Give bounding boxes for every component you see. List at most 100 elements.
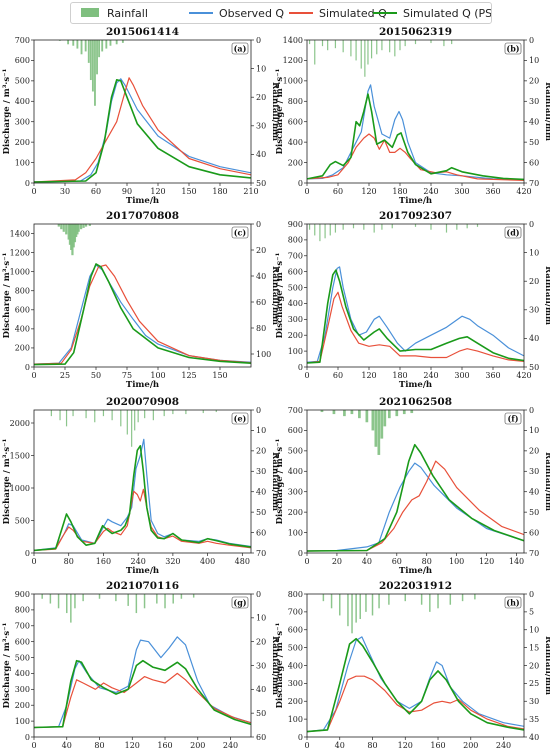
y-tick-label: 600 (288, 267, 303, 276)
rainfall-bar (85, 410, 87, 419)
y-tick-label: 300 (15, 685, 30, 694)
rainfall-bar (308, 40, 311, 45)
y-tick-label: 200 (288, 697, 303, 706)
legend: Rainfall Observed Q Simulated Q Simulate… (70, 2, 505, 24)
series-line-simulated-q (307, 291, 524, 364)
y-axis-label: Discharge / m³·s⁻¹ (2, 622, 12, 708)
rainfall-bar (135, 594, 138, 614)
x-tick-label: 160 (157, 741, 172, 750)
rainfall-bar (365, 594, 367, 612)
rainfall-bar (87, 40, 90, 63)
y-tick-label: 500 (288, 643, 303, 652)
y-tick-label: 900 (15, 590, 30, 599)
rainfall-bar (58, 40, 61, 41)
rainfall-bar (358, 410, 361, 419)
x-tick-label: 160 (430, 741, 445, 750)
rainfall-bar (115, 594, 117, 602)
rainfall-bar (395, 410, 399, 417)
series-line-simulated-q (34, 77, 251, 183)
rainfall-bar (131, 410, 133, 447)
y-tick-label: 1000 (10, 267, 30, 276)
x-tick-label: 0 (304, 371, 309, 380)
rainfall-bar (429, 594, 431, 612)
y-tick-label: 400 (15, 325, 30, 334)
y-tick-label: 600 (15, 306, 30, 315)
rainfall-bar (94, 410, 96, 423)
y-tick-label: 1000 (10, 484, 30, 493)
rainfall-bar (143, 594, 146, 609)
x-tick-label: 240 (131, 557, 146, 566)
y-tick-label: 0 (25, 363, 30, 372)
chart-title: 2017070808 (106, 210, 179, 222)
series-line-simulated-q-pso (34, 659, 251, 729)
x-tick-label: 150 (181, 187, 196, 196)
x-tick-label: 60 (91, 187, 101, 196)
x-tick-label: 180 (392, 187, 407, 196)
series-line-simulated-q (34, 672, 251, 729)
x-tick-label: 240 (423, 371, 438, 380)
rainfall-bar (370, 40, 373, 59)
series-line-observed-q (34, 438, 251, 551)
x-tick-label: 0 (304, 557, 309, 566)
rainfall-bar (82, 224, 85, 228)
rainfall-bar (115, 40, 118, 45)
y-tick-label: 500 (288, 283, 303, 292)
rain-tick-label: 30 (256, 661, 266, 670)
rainfall-bar (420, 594, 423, 605)
rainfall-bar (60, 224, 63, 230)
rainfall-bar (342, 40, 344, 53)
x-tick-label: 120 (479, 557, 494, 566)
rainfall-bar (72, 40, 75, 46)
legend-svg: Rainfall Observed Q Simulated Q Simulate… (81, 7, 505, 20)
rainfall-bar (68, 224, 72, 245)
plot-area (307, 224, 524, 364)
rainfall-bar (402, 410, 406, 415)
panel-tag-box (231, 596, 249, 609)
x-tick-label: 420 (516, 187, 531, 196)
rainfall-bar (387, 410, 391, 419)
x-tick-label: 50 (91, 371, 101, 380)
rainfall-bar (192, 594, 195, 598)
rainfall-bar (120, 410, 122, 427)
rainfall-bar (414, 224, 417, 227)
y-tick-label: 400 (288, 138, 303, 147)
x-axis-label: Time/h (399, 566, 432, 576)
y-tick-label: 200 (288, 508, 303, 517)
rainfall-bar (59, 410, 61, 421)
rainfall-bar (364, 40, 366, 77)
rain-tick-label: 60 (529, 528, 539, 537)
rain-tick-label: 5 (529, 608, 534, 617)
y-tick-label: 0 (298, 549, 303, 558)
rain-axis-label: Rainfall/mm (543, 452, 550, 511)
y-tick-label: 700 (15, 622, 30, 631)
y-tick-label: 400 (288, 467, 303, 476)
rainfall-bar (445, 224, 448, 233)
series-line-simulated-q-pso (307, 637, 524, 733)
y-tick-label: 600 (288, 426, 303, 435)
rainfall-bar (343, 410, 346, 417)
x-axis-label: Time/h (399, 380, 432, 390)
rainfall-bar (332, 410, 336, 415)
y-tick-label: 400 (15, 669, 30, 678)
y-tick-label: 400 (288, 661, 303, 670)
panel-tag: (g) (233, 598, 246, 608)
x-tick-label: 120 (398, 741, 413, 750)
y-tick-label: 200 (288, 158, 303, 167)
rainfall-bar (404, 594, 407, 602)
x-tick-label: 240 (423, 187, 438, 196)
legend-simulated-label: Simulated Q (319, 7, 387, 20)
rain-tick-label: 10 (529, 626, 539, 635)
rainfall-bar (324, 224, 326, 239)
rain-tick-label: 40 (529, 334, 539, 343)
rainfall-bar (320, 410, 324, 413)
rainfall-bar (451, 40, 453, 45)
rainfall-bar (72, 224, 75, 248)
rainfall-bar (57, 224, 60, 227)
rainfall-bar (443, 40, 445, 47)
x-tick-label: 200 (190, 741, 205, 750)
rain-tick-label: 25 (529, 679, 539, 688)
